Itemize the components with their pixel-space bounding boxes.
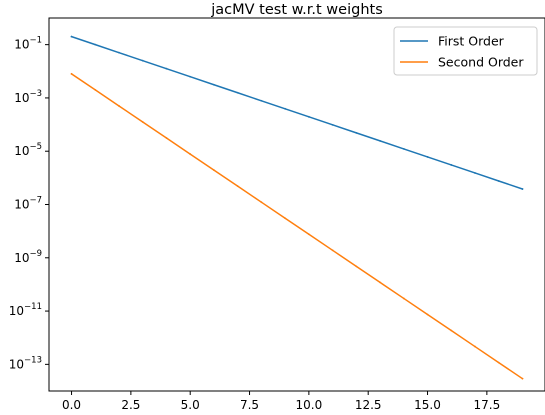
series-1-point-6 [213,169,215,171]
y-tick-label-2: 10−9 [14,249,42,265]
x-tick-label-0: 0.0 [62,398,81,412]
series-1-point-11 [332,249,334,251]
series-0-point-8 [261,100,263,102]
x-axis: 0.0 2.5 5.0 7.5 10.0 12.5 15.0 17.5 [62,391,500,412]
series-0-point-10 [308,116,310,118]
series-1-point-10 [308,233,310,235]
series-0-point-7 [237,92,239,94]
x-tick-label-7: 17.5 [473,398,500,412]
series-1-point-2 [118,105,120,107]
series-0-point-17 [474,172,476,174]
series-0-point-18 [498,180,500,182]
x-tick-label-5: 12.5 [355,398,382,412]
y-tick-label-1: 10−11 [9,302,42,318]
series-1-point-3 [142,121,144,123]
series-1-point-8 [261,201,263,203]
series-1-point-0 [71,73,73,75]
series-1-point-15 [427,314,429,316]
series-1-point-19 [522,378,524,380]
series-0-point-15 [427,156,429,158]
y-tick-label-4: 10−5 [14,142,42,158]
series-1-point-18 [498,362,500,364]
x-tick-label-4: 10.0 [296,398,323,412]
series-0-point-5 [189,76,191,78]
series-0-point-6 [213,84,215,86]
chart-title: jacMV test w.r.t weights [210,2,383,18]
series-0-point-19 [522,188,524,190]
x-tick-label-2: 5.0 [181,398,200,412]
plot-area [71,36,524,380]
series-1-point-5 [189,153,191,155]
x-tick-label-6: 15.0 [414,398,441,412]
y-tick-label-0: 10−13 [9,355,42,371]
series-1-point-4 [166,137,168,139]
series-0-point-11 [332,124,334,126]
series-0-point-13 [379,140,381,142]
y-axis: 10−13 10−11 10−9 10−7 10−5 10−3 10−1 [9,36,49,372]
y-tick-label-3: 10−7 [14,196,42,212]
legend: First Order Second Order [394,27,537,75]
series-0-point-1 [94,44,96,46]
series-1-point-14 [403,298,405,300]
series-0-point-14 [403,148,405,150]
y-tick-label-5: 10−3 [14,89,42,105]
series-1-point-17 [474,346,476,348]
series-0-point-9 [284,108,286,110]
series-0-point-16 [450,164,452,166]
series-1-point-9 [284,217,286,219]
legend-label-1: Second Order [438,55,524,70]
series-line-1 [72,74,523,379]
series-0-point-4 [166,68,168,70]
x-tick-label-1: 2.5 [121,398,140,412]
series-0-point-0 [71,36,73,38]
series-1-point-16 [450,330,452,332]
series-1-point-7 [237,185,239,187]
series-0-point-3 [142,60,144,62]
series-0-point-2 [118,52,120,54]
x-tick-label-3: 7.5 [240,398,259,412]
y-tick-label-6: 10−1 [14,36,42,52]
legend-label-0: First Order [438,34,505,49]
series-1-point-13 [379,282,381,284]
series-1-point-1 [94,89,96,91]
series-0-point-12 [355,132,357,134]
series-1-point-12 [355,265,357,267]
